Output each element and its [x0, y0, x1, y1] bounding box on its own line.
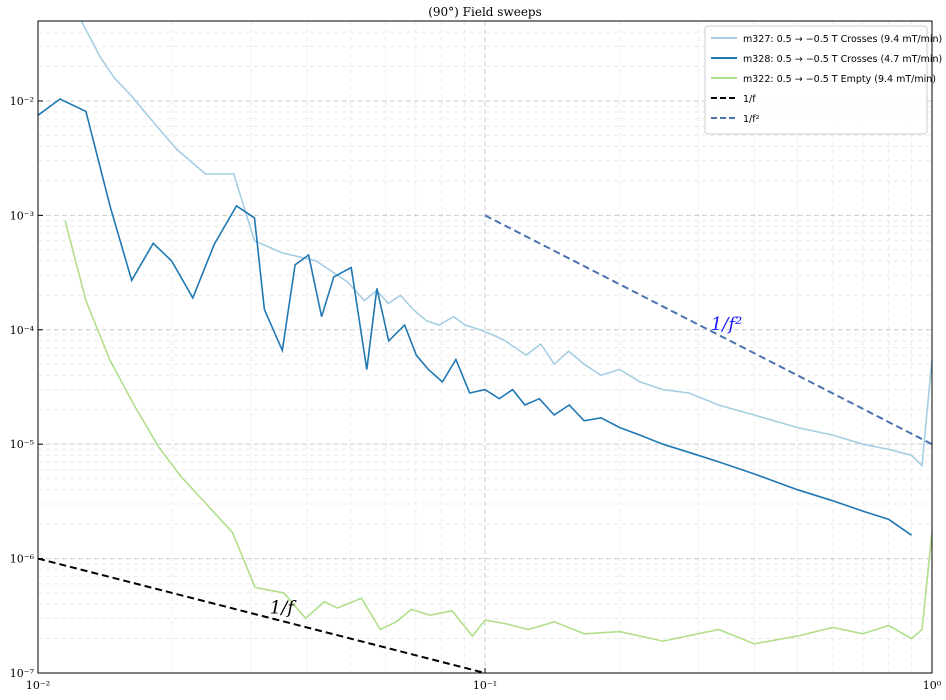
x-tick-label: 10⁻¹ [473, 679, 497, 692]
y-tick-label: 10⁻⁵ [10, 438, 34, 451]
series-line-1 [38, 98, 912, 536]
y-tick-label: 10⁻⁴ [10, 324, 35, 337]
legend-entry: m327: 0.5 → −0.5 T Crosses (9.4 mT/min) [743, 34, 942, 45]
legend: m327: 0.5 → −0.5 T Crosses (9.4 mT/min) m… [704, 25, 942, 135]
x-tick-label: 10⁻² [26, 679, 50, 692]
y-tick-label: 10⁻⁶ [10, 553, 35, 566]
y-tick-label: 10⁻² [10, 95, 34, 108]
series-line-0 [80, 21, 932, 468]
legend-entry: m322: 0.5 → −0.5 T Empty (9.4 mT/min) [743, 74, 936, 85]
series-line-2 [64, 220, 932, 645]
legend-entry: 1/f [743, 94, 756, 105]
series-line-3 [38, 557, 486, 673]
annotation-label: 1/f² [711, 314, 742, 335]
legend-entry: 1/f² [743, 114, 760, 125]
annotation-label: 1/f [270, 598, 298, 619]
series-layer [38, 21, 932, 673]
series-line-4 [484, 214, 932, 446]
x-tick-label: 10⁰ [923, 679, 942, 692]
y-tick-label: 10⁻⁷ [10, 667, 35, 680]
annotations: 1/f 1/f² [270, 314, 742, 619]
chart-title: (90°) Field sweeps [428, 5, 542, 19]
legend-entry: m328: 0.5 → −0.5 T Crosses (4.7 mT/min) [743, 54, 942, 65]
legend-box [704, 25, 928, 135]
axis-ticks: 10⁻² 10⁻¹ 10⁰ 10⁻⁷ 10⁻⁶ 10⁻⁵ 10⁻⁴ 10⁻³ 10⁻² [10, 95, 942, 692]
y-tick-label: 10⁻³ [10, 209, 34, 222]
